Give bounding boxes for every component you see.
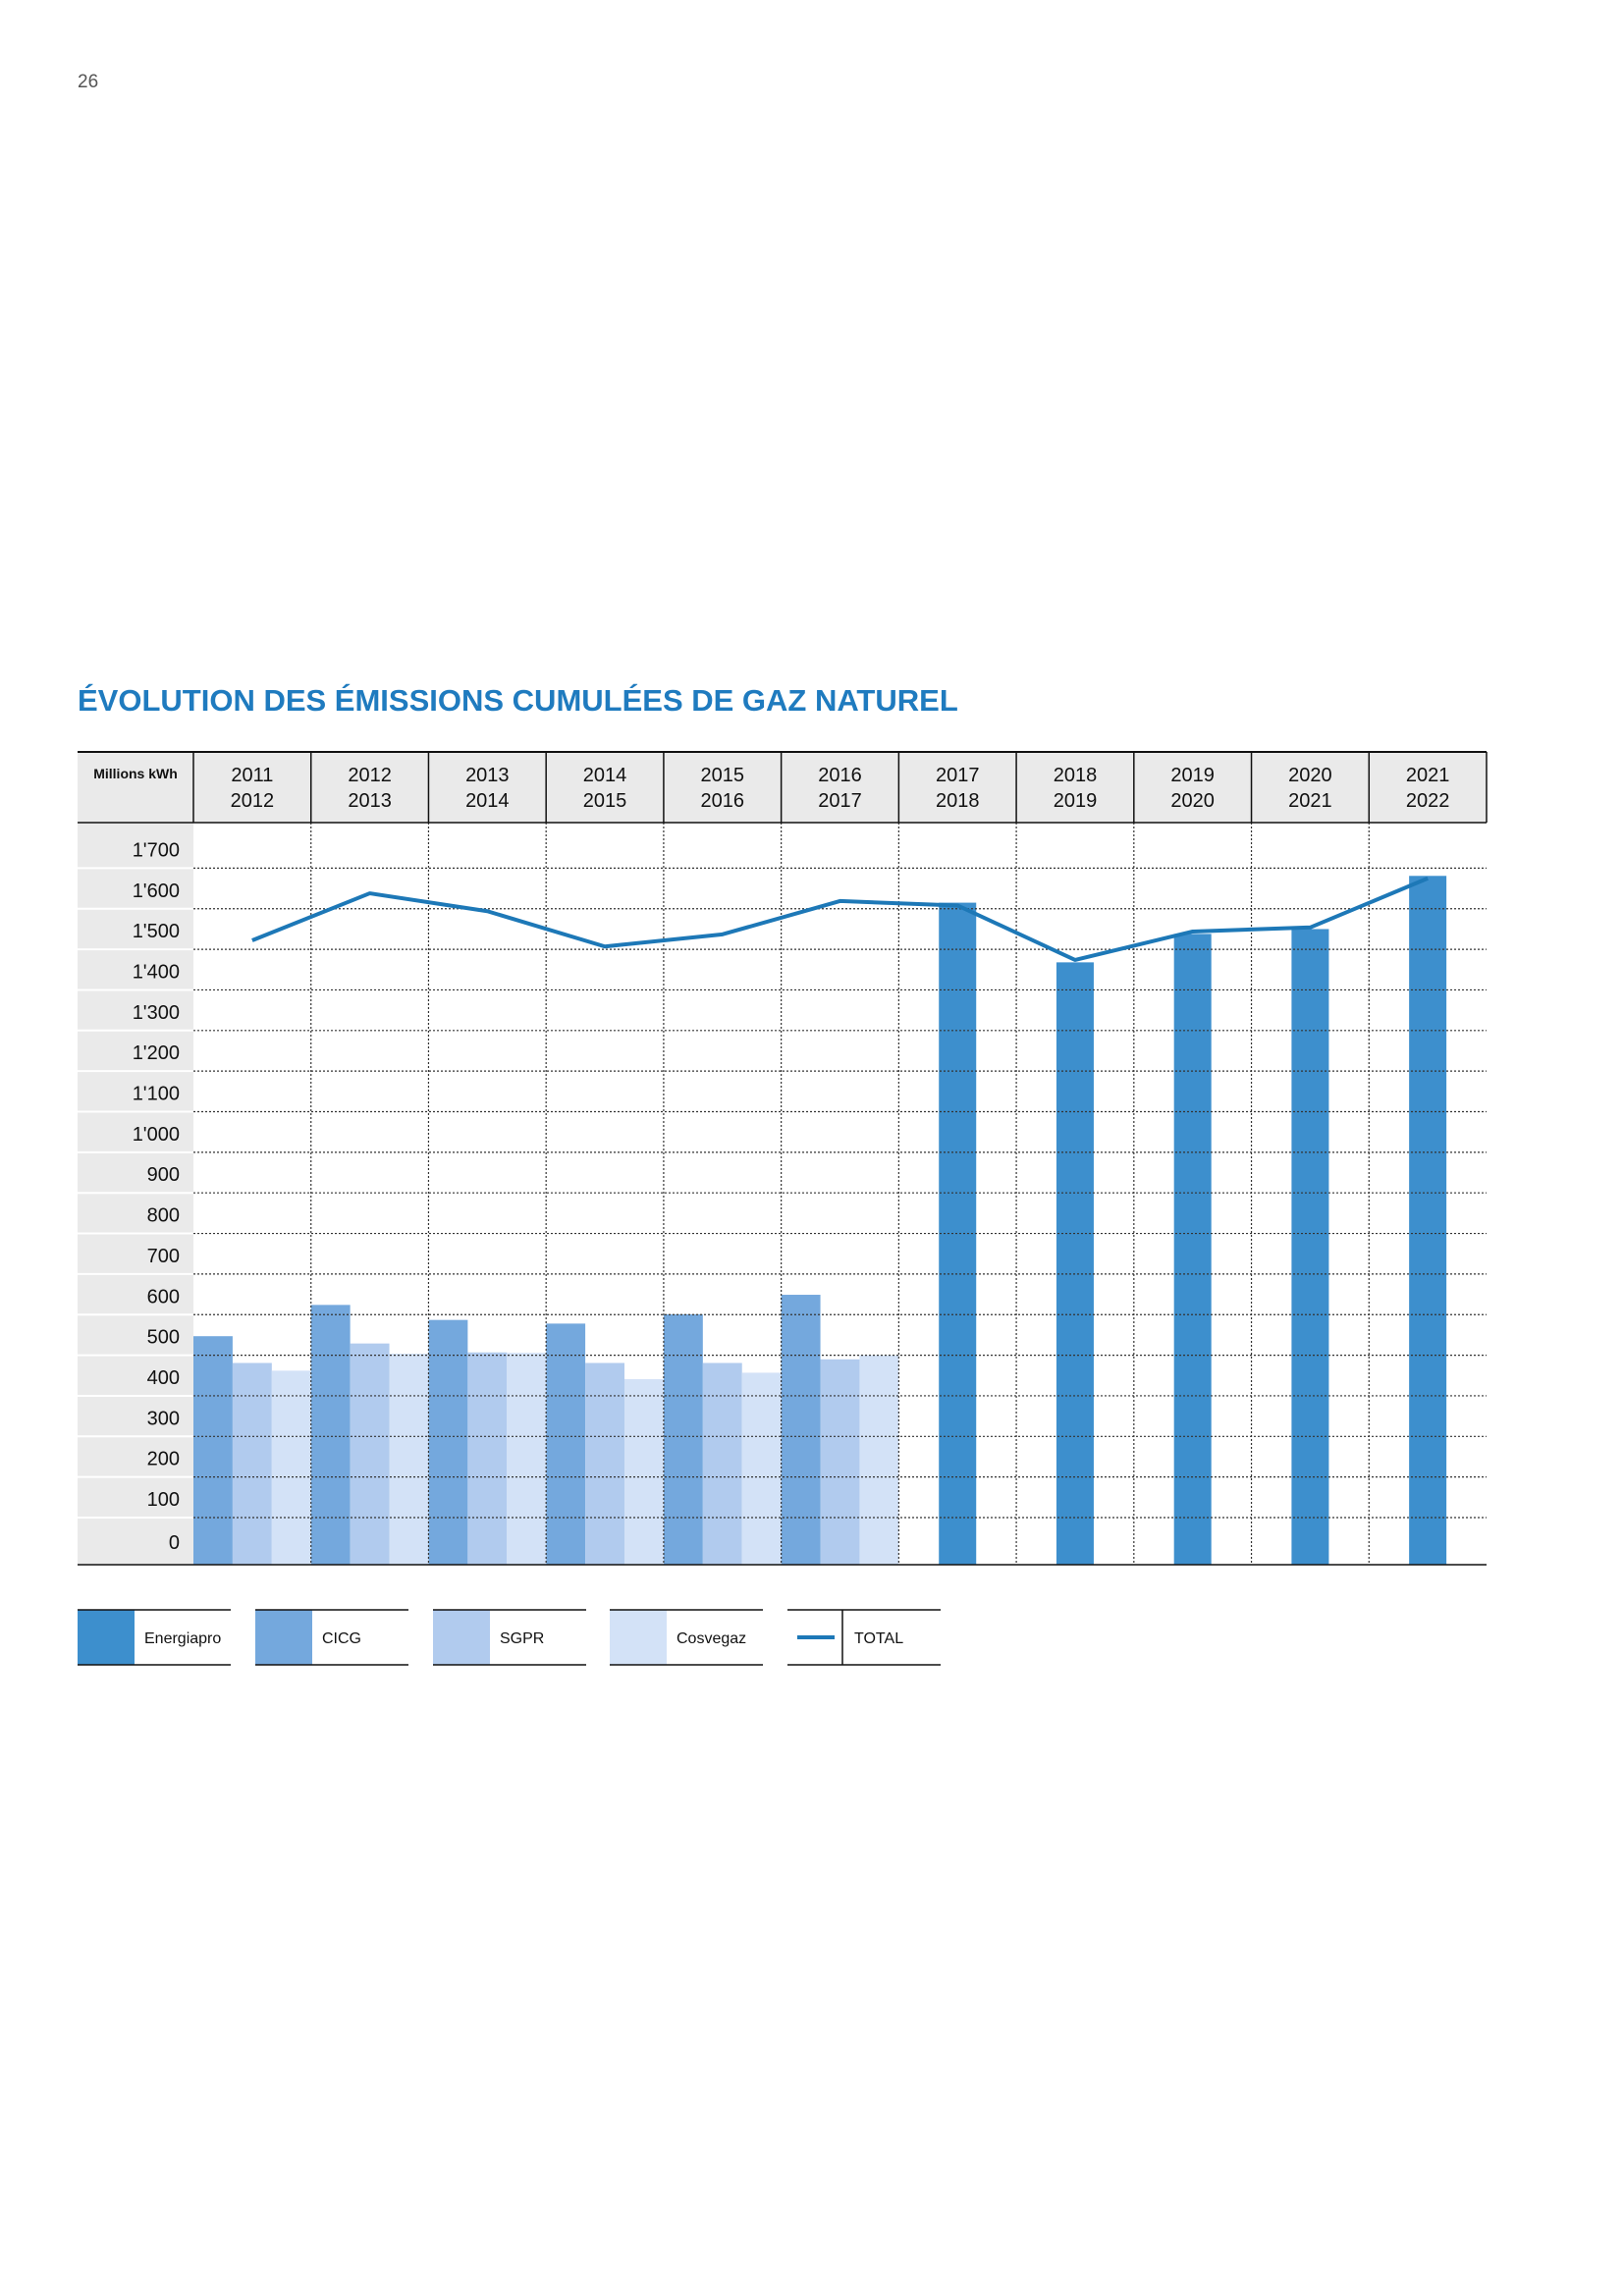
y-tick-label-14: 1'400 xyxy=(133,961,180,983)
legend-item-total: TOTAL xyxy=(787,1609,941,1666)
legend-swatch-cosvegaz xyxy=(610,1610,667,1665)
legend-label-sgpr: SGPR xyxy=(500,1630,544,1647)
category-label-9-end: 2021 xyxy=(1288,790,1332,812)
category-label-4-end: 2016 xyxy=(701,790,745,812)
y-tick-label-5: 500 xyxy=(147,1327,180,1349)
bar-cosvegaz-0 xyxy=(271,1370,311,1565)
category-label-1-start: 2012 xyxy=(348,765,392,786)
legend-item-cosvegaz: Cosvegaz xyxy=(610,1609,763,1666)
category-label-8-start: 2019 xyxy=(1170,765,1215,786)
bar-cosvegaz-1 xyxy=(389,1353,429,1565)
legend-item-cicg: CICG xyxy=(255,1609,408,1666)
y-tick-label-17: 1'700 xyxy=(133,839,180,861)
chart-title: ÉVOLUTION DES ÉMISSIONS CUMULÉES DE GAZ … xyxy=(78,683,958,718)
bar-cicg-1 xyxy=(310,1305,351,1565)
bar-energiapro-10 xyxy=(1409,876,1447,1565)
bar-sgpr-3 xyxy=(585,1362,624,1565)
category-label-8-end: 2020 xyxy=(1170,790,1215,812)
bar-cicg-0 xyxy=(193,1336,233,1565)
bar-sgpr-0 xyxy=(232,1362,272,1565)
bar-energiapro-8 xyxy=(1173,934,1212,1565)
y-tick-label-16: 1'600 xyxy=(133,881,180,902)
bar-sgpr-2 xyxy=(467,1352,508,1565)
category-label-7-end: 2019 xyxy=(1054,790,1098,812)
bar-energiapro-9 xyxy=(1291,929,1329,1565)
legend-label-cosvegaz: Cosvegaz xyxy=(677,1630,746,1647)
bar-cicg-2 xyxy=(428,1319,468,1565)
bar-cosvegaz-4 xyxy=(741,1372,782,1565)
y-tick-label-13: 1'300 xyxy=(133,1002,180,1024)
bar-cosvegaz-2 xyxy=(507,1353,547,1565)
y-tick-label-1: 100 xyxy=(147,1489,180,1511)
category-label-2-end: 2014 xyxy=(465,790,510,812)
y-tick-label-9: 900 xyxy=(147,1164,180,1186)
legend-swatch-cicg xyxy=(255,1610,312,1665)
y-tick-label-2: 200 xyxy=(147,1449,180,1470)
legend-label-cicg: CICG xyxy=(322,1630,361,1647)
bar-cosvegaz-3 xyxy=(624,1379,664,1565)
y-tick-label-4: 400 xyxy=(147,1367,180,1389)
bar-cicg-4 xyxy=(663,1313,703,1565)
y-tick-label-10: 1'000 xyxy=(133,1124,180,1146)
y-tick-label-6: 600 xyxy=(147,1286,180,1308)
bar-sgpr-1 xyxy=(350,1343,390,1565)
category-label-1-end: 2013 xyxy=(348,790,392,812)
bar-sgpr-5 xyxy=(820,1359,860,1565)
category-label-4-start: 2015 xyxy=(701,765,745,786)
category-label-6-start: 2017 xyxy=(936,765,980,786)
category-label-10-start: 2021 xyxy=(1406,765,1450,786)
bar-cosvegaz-5 xyxy=(859,1355,899,1565)
category-label-5-start: 2016 xyxy=(818,765,862,786)
legend-label-energiapro: Energiapro xyxy=(144,1630,221,1647)
category-label-7-start: 2018 xyxy=(1054,765,1098,786)
category-label-5-end: 2017 xyxy=(818,790,862,812)
category-label-0-end: 2012 xyxy=(231,790,275,812)
page-number: 26 xyxy=(78,72,99,92)
bar-sgpr-4 xyxy=(702,1362,742,1565)
category-label-6-end: 2018 xyxy=(936,790,980,812)
y-tick-label-0: 0 xyxy=(169,1532,180,1554)
bar-energiapro-7 xyxy=(1056,962,1094,1565)
category-label-3-start: 2014 xyxy=(583,765,627,786)
category-label-10-end: 2022 xyxy=(1406,790,1450,812)
legend-swatch-energiapro xyxy=(78,1610,135,1665)
bar-cicg-5 xyxy=(781,1295,821,1565)
unit-label: Millions kWh xyxy=(93,766,178,781)
y-tick-label-7: 700 xyxy=(147,1246,180,1267)
y-tick-label-3: 300 xyxy=(147,1408,180,1429)
header-row-bg xyxy=(78,752,1487,823)
y-tick-label-8: 800 xyxy=(147,1205,180,1227)
legend-label-total: TOTAL xyxy=(854,1630,903,1647)
category-label-0-start: 2011 xyxy=(231,765,273,786)
legend-swatch-sgpr xyxy=(433,1610,490,1665)
y-tick-label-11: 1'100 xyxy=(133,1084,180,1105)
category-label-3-end: 2015 xyxy=(583,790,627,812)
y-tick-label-12: 1'200 xyxy=(133,1042,180,1064)
y-tick-label-15: 1'500 xyxy=(133,921,180,942)
bar-cicg-3 xyxy=(546,1323,586,1565)
total-line xyxy=(251,876,1429,962)
legend-item-energiapro: Energiapro xyxy=(78,1609,231,1666)
legend-item-sgpr: SGPR xyxy=(433,1609,586,1666)
category-label-2-start: 2013 xyxy=(465,765,510,786)
category-label-9-start: 2020 xyxy=(1288,765,1332,786)
